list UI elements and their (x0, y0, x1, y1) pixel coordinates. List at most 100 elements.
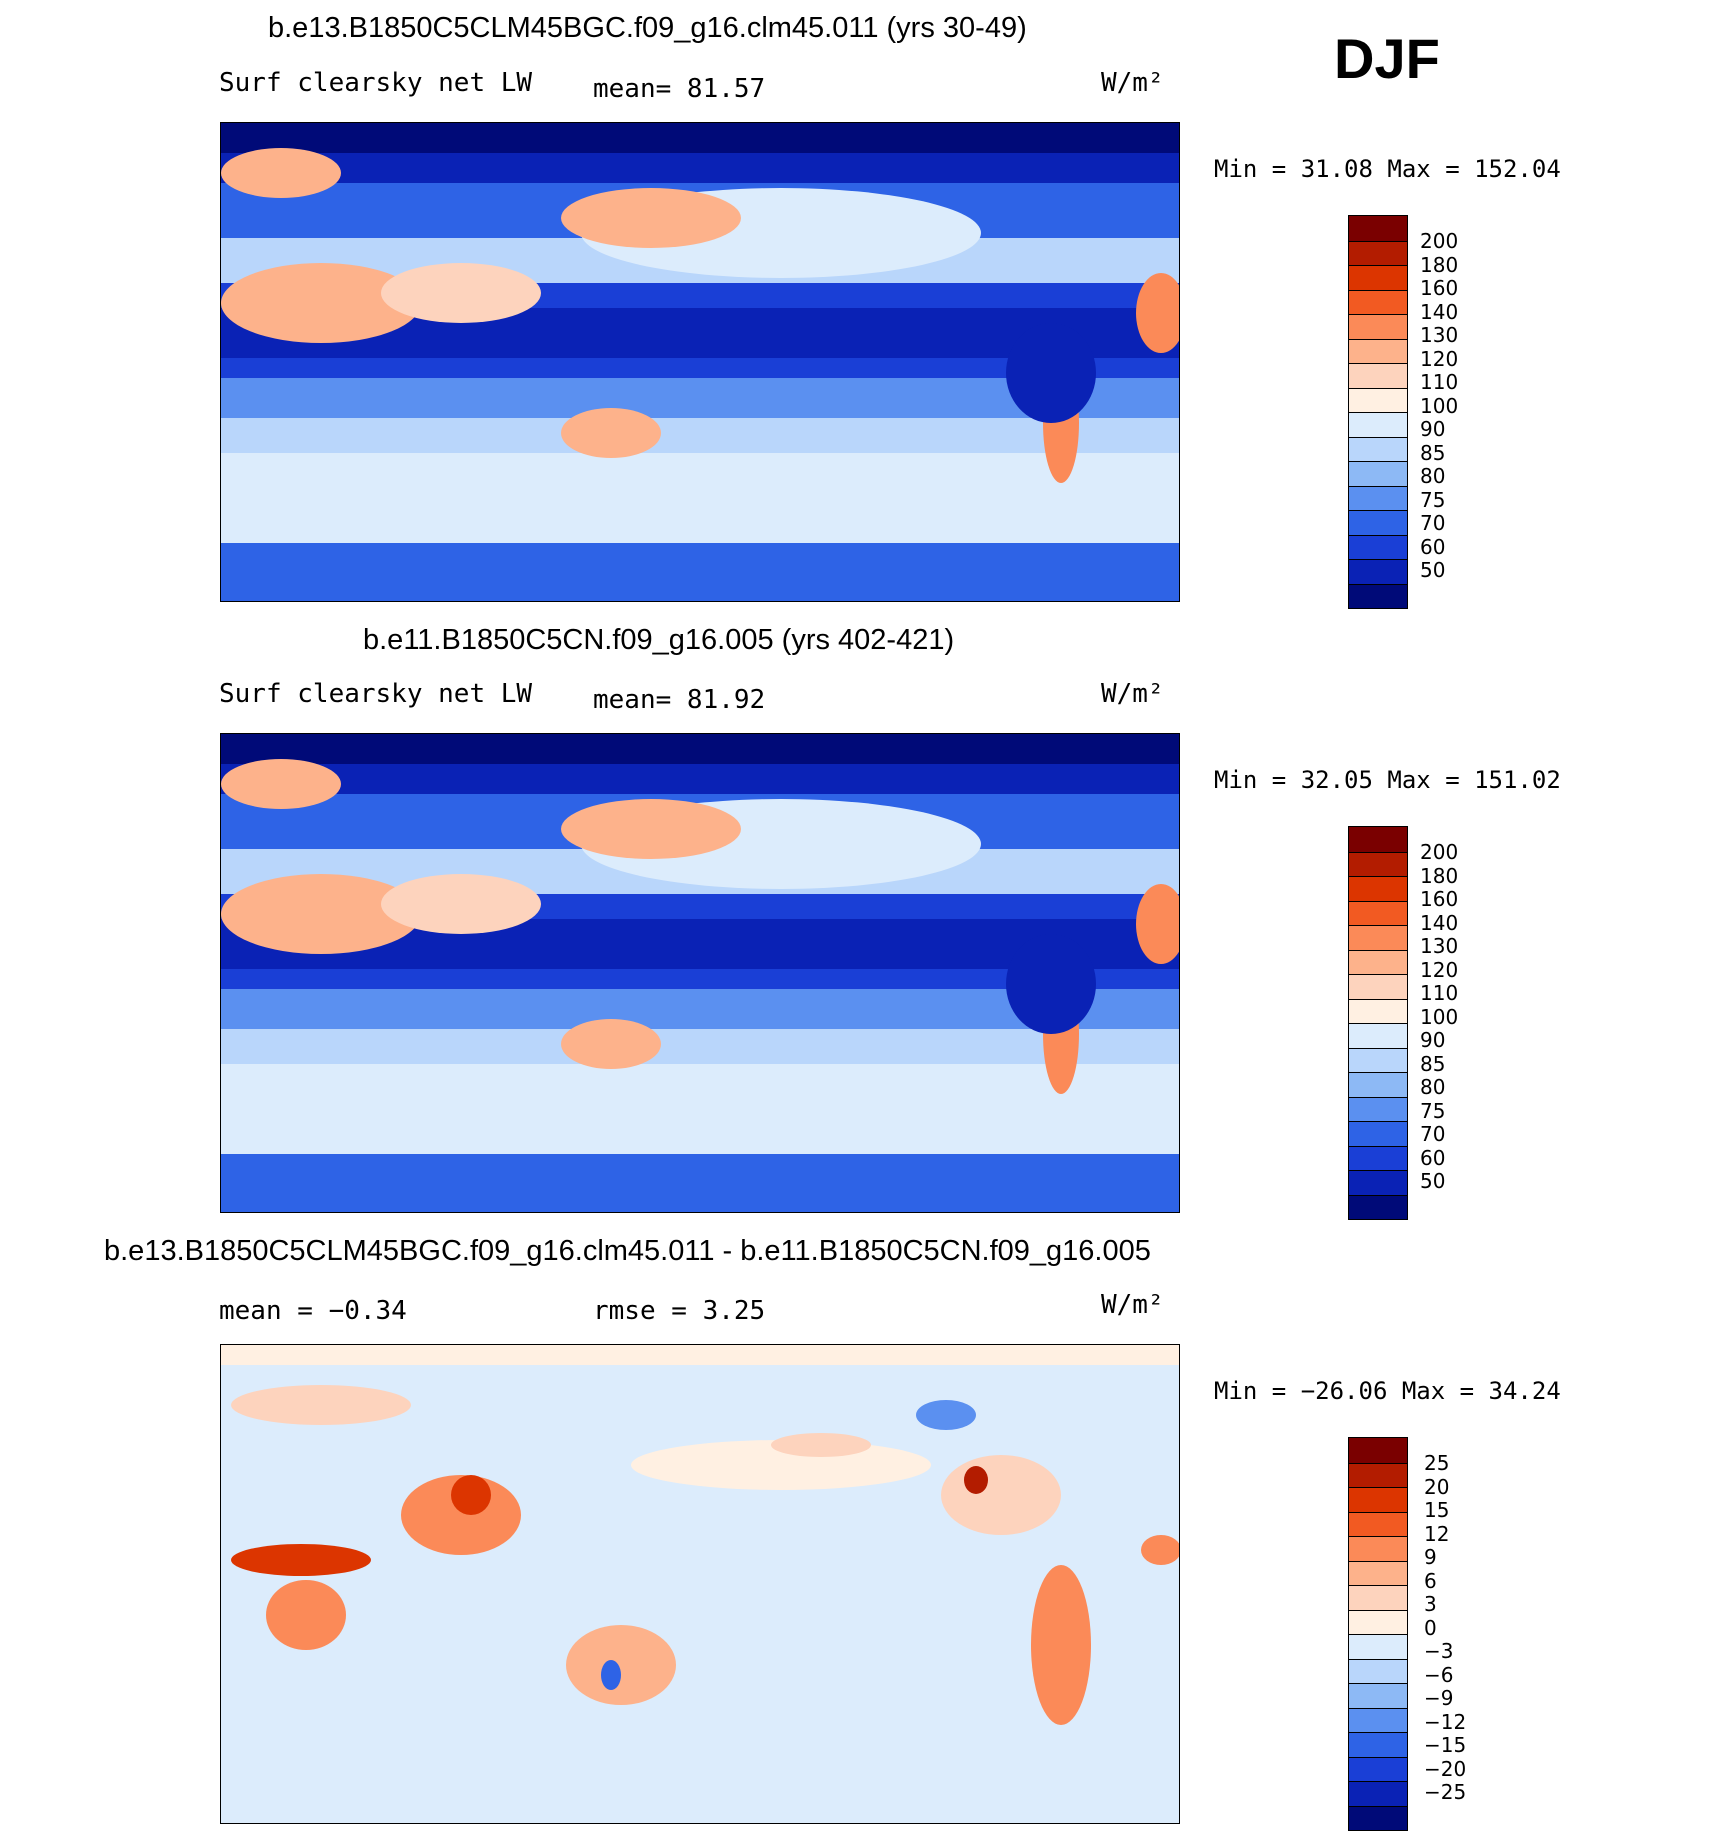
colorbar-label: 160 (1420, 276, 1459, 300)
colorbar-box (1349, 1585, 1407, 1610)
colorbar-box (1349, 240, 1407, 265)
colorbar-label: 50 (1420, 558, 1446, 582)
colorbar-box (1349, 1438, 1407, 1463)
colorbar-label: 15 (1424, 1498, 1450, 1522)
colorbar-label: 120 (1420, 346, 1459, 371)
panel-1-mean: mean= 81.57 (593, 74, 766, 104)
colorbar-box (1349, 1683, 1407, 1708)
colorbar-box (1349, 216, 1407, 241)
panel-1-title: b.e13.B1850C5CLM45BGC.f09_g16.clm45.011 … (268, 12, 1027, 44)
colorbar-label: 6 (1424, 1568, 1437, 1593)
colorbar-label: 200 (1420, 229, 1459, 253)
colorbar-box (1349, 289, 1407, 314)
colorbar-label: 50 (1420, 1169, 1446, 1193)
colorbar-label: −12 (1424, 1709, 1467, 1734)
colorbar-label: 110 (1420, 370, 1459, 394)
colorbar-box (1349, 1121, 1407, 1146)
colorbar-label: 130 (1420, 323, 1459, 347)
colorbar-box (1349, 485, 1407, 510)
colorbar-label: 180 (1420, 863, 1459, 888)
panel-1-colorbar (1348, 215, 1408, 609)
colorbar-box (1349, 338, 1407, 363)
panel-2-minmax: Min = 32.05 Max = 151.02 (1214, 766, 1561, 794)
panel-2-variable: Surf clearsky net LW (219, 679, 533, 709)
panel-2-title: b.e11.B1850C5CN.f09_g16.005 (yrs 402-421… (363, 624, 955, 656)
colorbar-box (1349, 314, 1407, 339)
colorbar-box (1349, 1805, 1407, 1830)
colorbar-box (1349, 436, 1407, 461)
colorbar-label: 130 (1420, 934, 1459, 958)
colorbar-box (1349, 1658, 1407, 1683)
colorbar-box (1349, 1707, 1407, 1732)
colorbar-box (1349, 876, 1407, 901)
colorbar-box (1349, 900, 1407, 925)
colorbar-box (1349, 974, 1407, 999)
colorbar-box (1349, 265, 1407, 290)
colorbar-box (1349, 1756, 1407, 1781)
colorbar-label: 100 (1420, 1004, 1459, 1029)
colorbar-box (1349, 1047, 1407, 1072)
colorbar-label: 0 (1424, 1615, 1437, 1640)
colorbar-box (1349, 1560, 1407, 1585)
colorbar-box (1349, 387, 1407, 412)
colorbar-label: 140 (1420, 299, 1459, 324)
colorbar-box (1349, 363, 1407, 388)
colorbar-label: 100 (1420, 393, 1459, 418)
colorbar-label: 9 (1424, 1545, 1437, 1569)
panel-3-colorbar (1348, 1437, 1408, 1831)
colorbar-box (1349, 412, 1407, 437)
colorbar-box (1349, 925, 1407, 950)
colorbar-label: 85 (1420, 1051, 1446, 1076)
colorbar-box (1349, 827, 1407, 852)
colorbar-label: 75 (1420, 1098, 1446, 1123)
colorbar-label: −6 (1424, 1662, 1454, 1687)
colorbar-box (1349, 851, 1407, 876)
panel-1-variable: Surf clearsky net LW (219, 68, 533, 98)
colorbar-label: 70 (1420, 1122, 1446, 1146)
colorbar-label: −9 (1424, 1686, 1454, 1710)
panel-2-mean: mean= 81.92 (593, 685, 766, 715)
panel-3-mean: mean = −0.34 (219, 1296, 407, 1326)
colorbar-box (1349, 1096, 1407, 1121)
colorbar-label: −25 (1424, 1780, 1467, 1804)
colorbar-label: 80 (1420, 1075, 1446, 1099)
colorbar-label: 160 (1420, 887, 1459, 911)
colorbar-label: 110 (1420, 981, 1459, 1005)
colorbar-box (1349, 1462, 1407, 1487)
colorbar-label: 75 (1420, 487, 1446, 512)
panel-2-map (220, 733, 1180, 1213)
panel-1-minmax: Min = 31.08 Max = 152.04 (1214, 155, 1561, 183)
colorbar-box (1349, 1194, 1407, 1219)
colorbar-label: −15 (1424, 1733, 1467, 1757)
colorbar-label: −3 (1424, 1639, 1454, 1663)
colorbar-label: 120 (1420, 957, 1459, 982)
colorbar-label: 70 (1420, 511, 1446, 535)
colorbar-label: 12 (1424, 1521, 1450, 1546)
colorbar-box (1349, 534, 1407, 559)
colorbar-label: 180 (1420, 252, 1459, 277)
colorbar-label: 90 (1420, 417, 1446, 441)
colorbar-label: 3 (1424, 1592, 1437, 1616)
colorbar-box (1349, 583, 1407, 608)
colorbar-label: 85 (1420, 440, 1446, 465)
panel-2-units: W/m² (1101, 679, 1164, 709)
colorbar-box (1349, 1634, 1407, 1659)
colorbar-box (1349, 998, 1407, 1023)
colorbar-label: 60 (1420, 534, 1446, 559)
colorbar-label: 25 (1424, 1451, 1450, 1475)
panel-3-rmse: rmse = 3.25 (593, 1296, 766, 1326)
colorbar-box (1349, 1145, 1407, 1170)
colorbar-label: 20 (1424, 1474, 1450, 1499)
colorbar-label: 60 (1420, 1145, 1446, 1170)
colorbar-box (1349, 1072, 1407, 1097)
colorbar-box (1349, 1732, 1407, 1757)
panel-3-units: W/m² (1101, 1290, 1164, 1320)
colorbar-label: 200 (1420, 840, 1459, 864)
colorbar-box (1349, 510, 1407, 535)
colorbar-box (1349, 461, 1407, 486)
colorbar-box (1349, 949, 1407, 974)
panel-1-units: W/m² (1101, 68, 1164, 98)
colorbar-label: −20 (1424, 1756, 1467, 1781)
colorbar-box (1349, 559, 1407, 584)
panel-3-title: b.e13.B1850C5CLM45BGC.f09_g16.clm45.011 … (104, 1235, 1151, 1267)
